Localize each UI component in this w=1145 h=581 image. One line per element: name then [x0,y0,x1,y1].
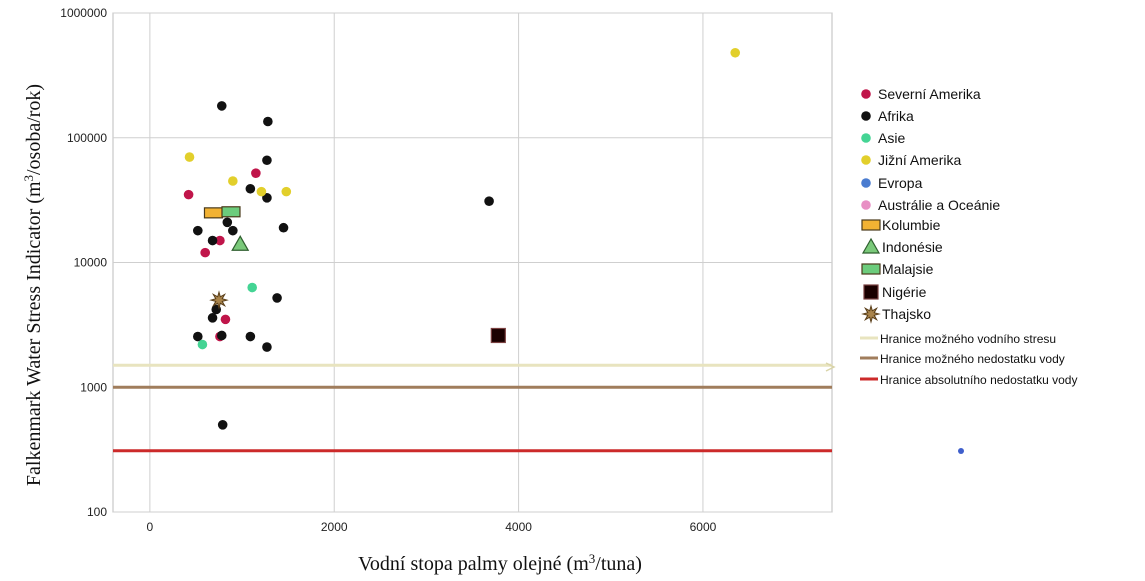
data-point [245,331,256,342]
legend-label: Evropa [878,175,923,191]
x-axis-title-main: Vodní stopa palmy olejné (m [358,553,589,575]
legend-item: Hranice možného nedostatku vody [860,352,1065,366]
legend-label: Thajsko [882,306,931,322]
legend-label: Kolumbie [882,217,941,233]
reference-lines [113,363,832,453]
data-point [193,225,203,236]
y-tick-label: 1000 [80,380,107,394]
y-tick-labels: 100 1000 10000 100000 1000000 [60,6,107,519]
y-tick-label: 100 [87,505,107,519]
data-point [184,152,195,162]
x-axis-title-end: /tuna) [595,553,642,575]
data-point [216,330,227,341]
legend-item: Kolumbie [861,217,941,233]
y-tick-label: 1000000 [60,6,107,20]
legend-item: Nigérie [863,284,927,300]
data-point [207,313,218,323]
data-point [262,342,272,352]
data-point [281,186,292,197]
legend-item: Indonésie [861,237,943,255]
legend-marker [861,304,881,324]
x-tick-label: 2000 [321,520,348,534]
legend-item: Afrika [861,108,914,124]
data-point [262,155,272,166]
legend-marker [861,263,881,275]
legend-item: Thajsko [861,304,931,324]
arrow-mark [825,362,836,372]
legend-label: Hranice možného nedostatku vody [880,352,1065,366]
x-tick-label: 4000 [505,520,532,534]
legend-label: Indonésie [882,239,943,255]
data-point [278,222,289,233]
y-tick-label: 100000 [67,131,107,145]
x-tick-label: 6000 [690,520,717,534]
data-point [222,217,233,228]
data-point [263,116,273,127]
data-point [217,420,228,430]
legend-marker [861,237,881,254]
legend-label: Hranice možného vodního stresu [880,332,1056,346]
data-point [215,235,225,246]
y-axis-title-main: Falkenmark Water Stress Indicator (m [23,181,45,486]
legend-item: Evropa [861,175,923,191]
legend-label: Nigérie [882,284,927,300]
data-point [251,168,261,178]
legend-label: Malajsie [882,261,934,277]
x-tick-label: 0 [147,520,154,534]
data-point [221,206,241,218]
x-axis-title: Vodní stopa palmy olejné (m3/tuna) [358,551,642,576]
data-point [730,47,741,58]
legend-marker [861,111,871,121]
legend-label: Afrika [878,108,914,124]
legend-item: Malajsie [861,261,934,277]
legend-item: Asie [861,130,905,146]
data-point [203,207,224,219]
data-point [228,225,238,236]
data-point [247,282,257,293]
legend: Severní Amerika Afrika Asie Jižní Amerika Ev… [860,86,1077,387]
data-point [228,176,238,186]
data-point [220,314,231,325]
legend-item: Hranice absolutního nedostatku vody [860,373,1077,387]
legend-item: Austrálie a Oceánie [861,197,1000,213]
y-axis-title-sup: 3 [21,175,36,182]
data-point [272,293,282,303]
legend-label: Asie [878,130,905,146]
legend-label: Hranice absolutního nedostatku vody [880,373,1077,387]
legend-label: Severní Amerika [878,86,981,102]
legend-item: Jižní Amerika [861,152,961,168]
data-point [207,235,218,246]
data-point [183,189,194,200]
legend-marker [861,133,871,143]
data-point [262,193,272,203]
data-point [231,235,250,251]
legend-marker [861,89,871,99]
x-axis-title-sup: 3 [589,551,596,566]
legend-label: Austrálie a Oceánie [878,197,1000,213]
y-tick-label: 10000 [74,256,108,270]
data-point [209,290,229,311]
y-axis-title: Falkenmark Water Stress Indicator (m3/os… [21,84,46,486]
legend-marker [861,178,871,188]
x-tick-labels: 0 2000 4000 6000 [147,520,717,534]
legend-item: Hranice možného vodního stresu [860,332,1056,346]
data-point [484,196,494,207]
legend-marker [861,155,871,165]
data-point [197,339,208,350]
legend-marker [861,219,881,231]
data-points [183,47,964,454]
legend-label: Jižní Amerika [878,152,961,168]
data-point [245,183,256,194]
stray-point [958,448,964,454]
data-point [193,331,203,342]
data-point [256,186,267,197]
legend-item: Severní Amerika [861,86,981,102]
y-axis-title-end: /osoba/rok) [23,84,45,175]
data-point [490,327,506,344]
data-point [200,247,210,258]
data-point [216,101,227,111]
legend-marker [861,200,871,210]
legend-marker [863,284,879,300]
